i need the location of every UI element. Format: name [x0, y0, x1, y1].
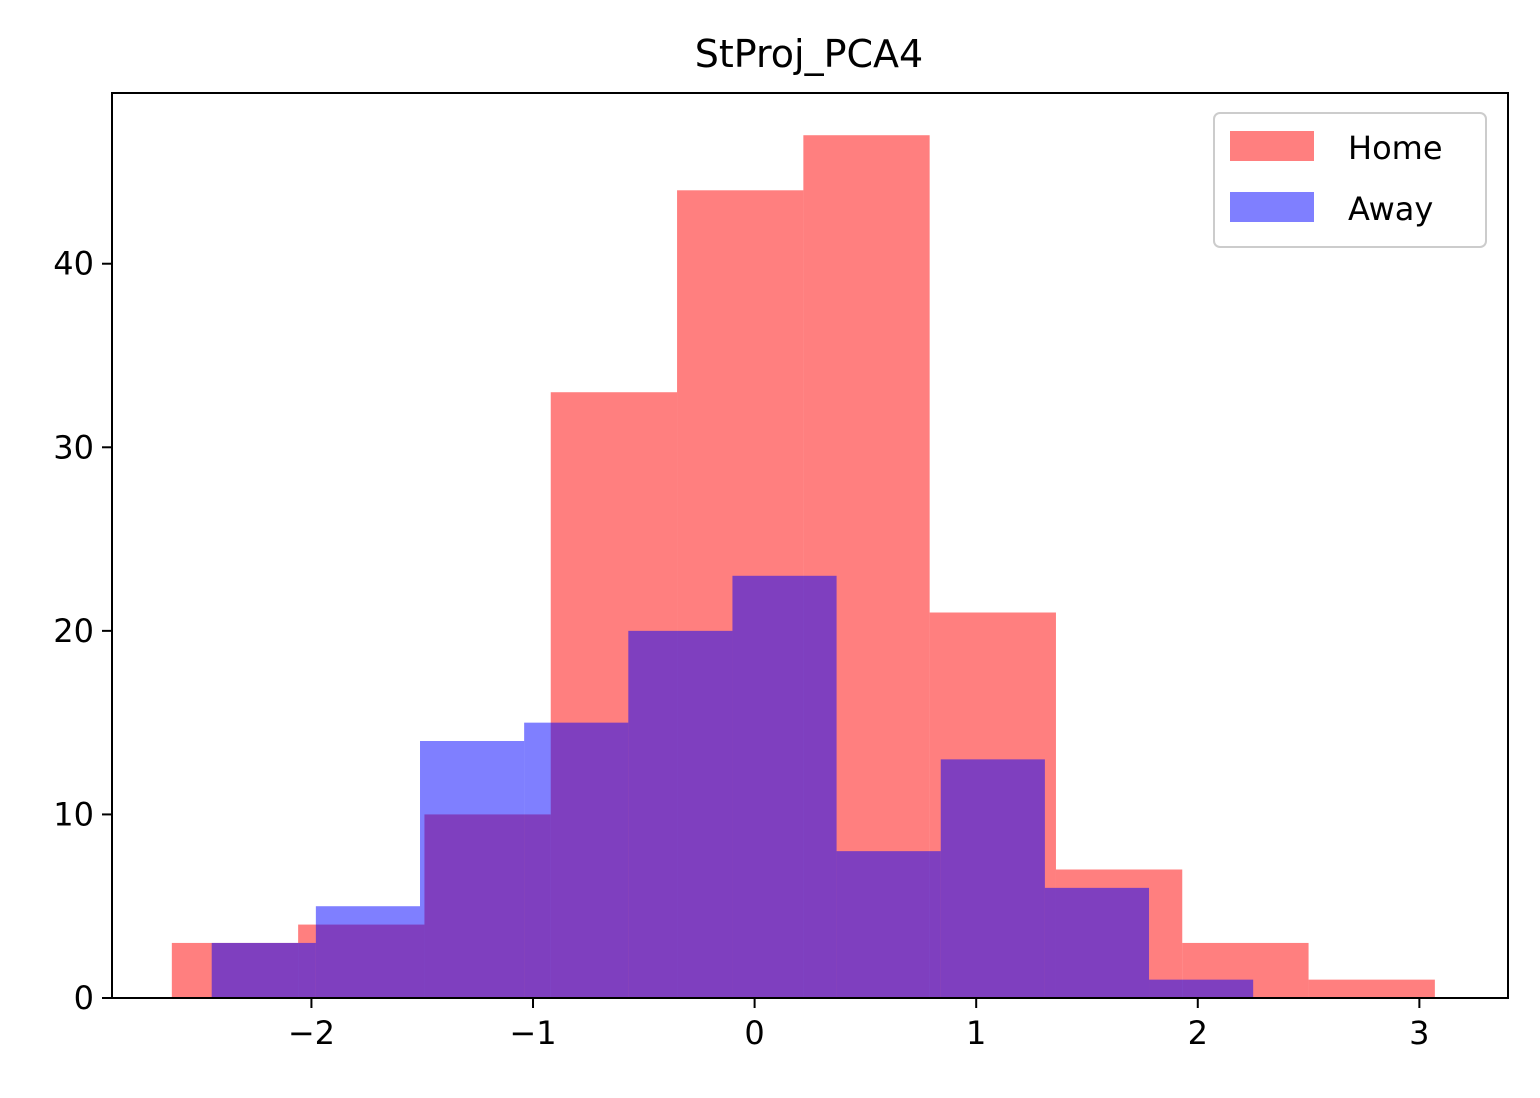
- bar-away-1: [315, 906, 421, 998]
- bar-away-4: [628, 630, 733, 998]
- bars-layer: [171, 135, 1435, 999]
- y-tick-label: 10: [53, 795, 94, 833]
- bar-away-0: [211, 942, 316, 998]
- x-axis: −2 −1 0 1 2 3: [288, 998, 1430, 1052]
- plot-frame: [111, 92, 1509, 999]
- x-tick-label: 1: [966, 1014, 986, 1052]
- legend: Home Away: [1213, 112, 1487, 248]
- x-tick-label: 2: [1188, 1014, 1208, 1052]
- legend-swatch-home: [1230, 131, 1314, 161]
- x-tick-label: 3: [1409, 1014, 1429, 1052]
- chart-title: StProj_PCA4: [695, 32, 923, 76]
- legend-label-home: Home: [1348, 129, 1443, 167]
- legend-label-away: Away: [1348, 190, 1433, 228]
- bar-away-3: [524, 722, 629, 998]
- y-tick-label: 40: [53, 245, 94, 283]
- bar-away-2: [420, 741, 525, 998]
- y-tick-label: 0: [74, 979, 94, 1017]
- x-tick-label: −1: [509, 1014, 556, 1052]
- bar-away-5: [732, 575, 837, 998]
- legend-swatch-away: [1230, 192, 1314, 222]
- y-tick-label: 20: [53, 612, 94, 650]
- y-tick-label: 30: [53, 428, 94, 466]
- y-axis: 0 10 20 30 40: [53, 245, 112, 1017]
- bar-home-9: [1308, 979, 1435, 998]
- bar-away-6: [836, 851, 941, 998]
- bar-away-9: [1149, 979, 1254, 998]
- bar-away-8: [1044, 887, 1150, 998]
- bar-away-7: [940, 759, 1045, 998]
- x-tick-label: 0: [744, 1014, 764, 1052]
- x-tick-label: −2: [288, 1014, 335, 1052]
